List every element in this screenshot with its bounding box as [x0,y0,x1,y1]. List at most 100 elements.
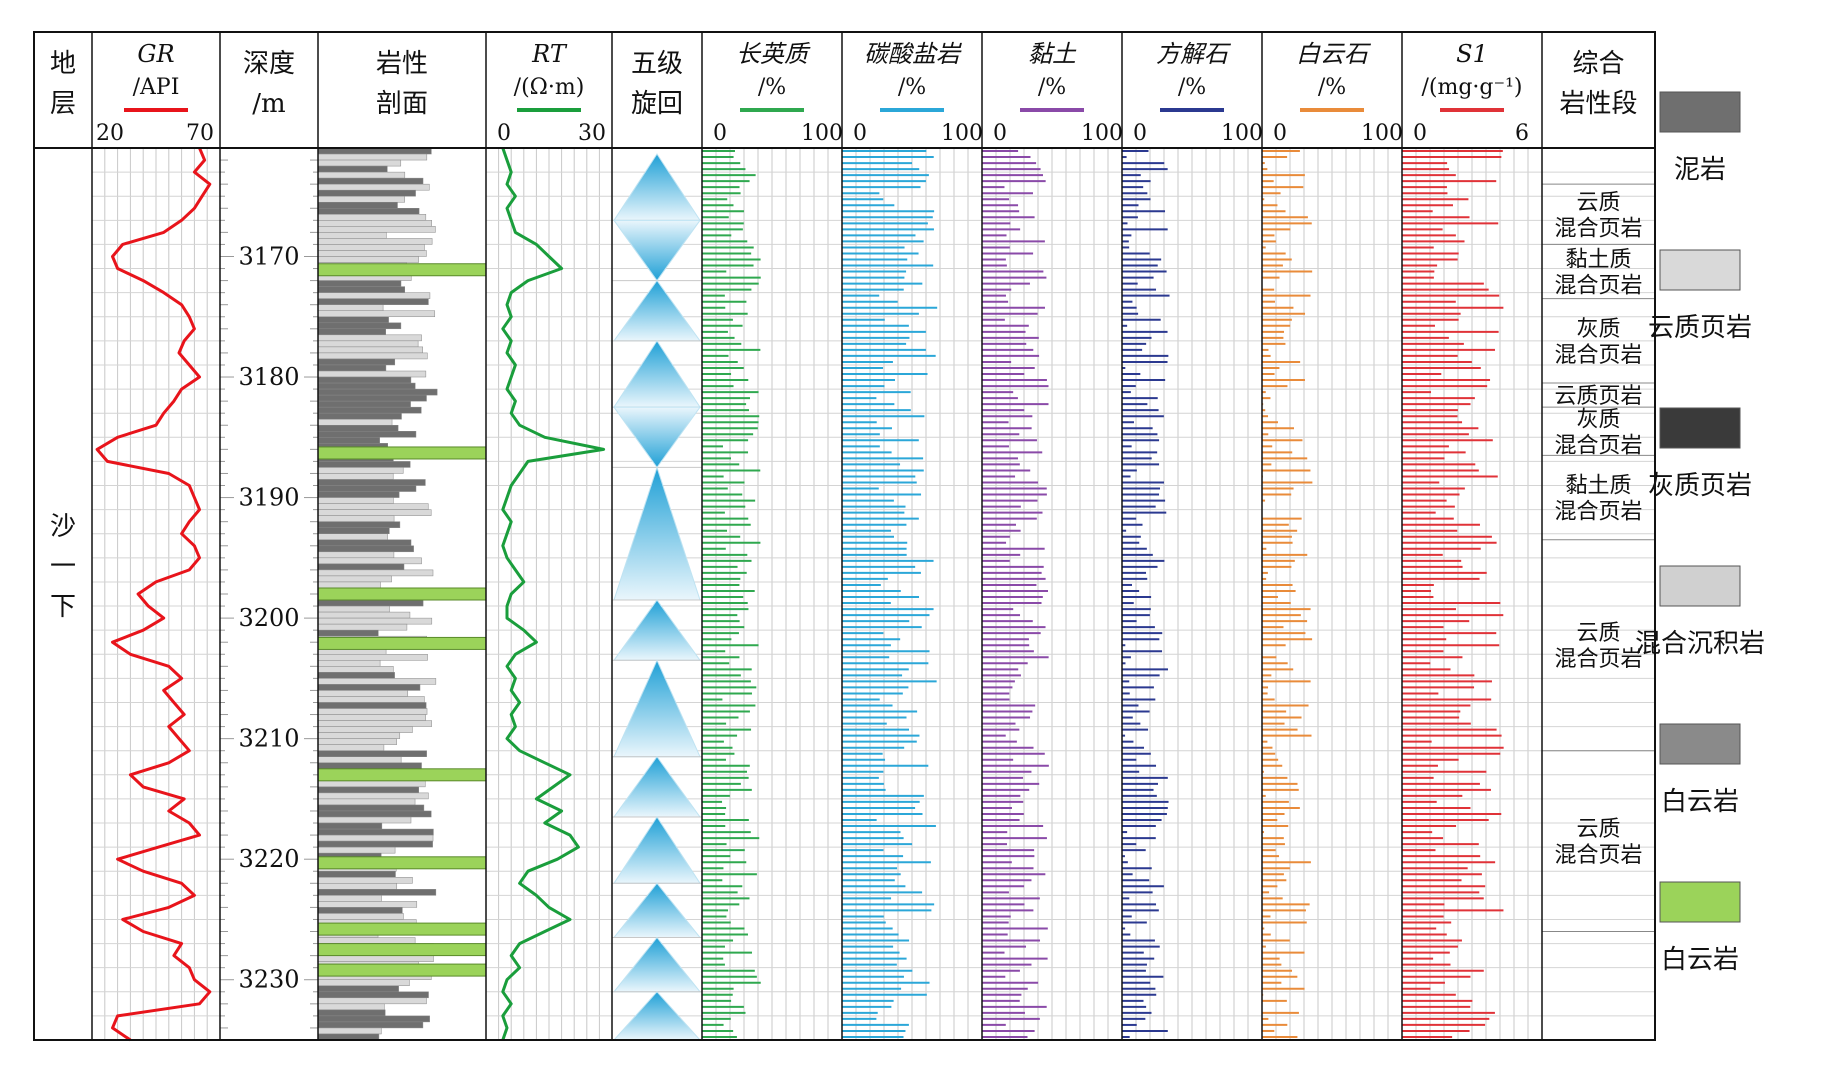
lithology-bed [317,418,393,426]
lithology-bed [317,1015,430,1023]
lithology-bed [317,1027,382,1035]
bar-track-3 [1122,150,1170,1038]
gr-header-max: 70 [186,121,214,146]
lithology-bed [317,382,416,390]
lithology-bed [317,473,394,480]
track-grid [842,147,982,1041]
lithology-bed [317,250,427,257]
lithology-bed [317,810,432,818]
lithology-bed [317,792,429,800]
strata-header-title: 地 [50,49,76,79]
lithology-bed [317,1003,385,1011]
lithology-bed [317,280,402,287]
depth-tick-label: 3220 [238,845,299,873]
lithology-bed [317,334,422,342]
lithology-bed [317,617,433,625]
bar-header-3-unit: /% [1178,75,1206,100]
lithology-bed [317,527,390,534]
lithology-bed [317,605,390,613]
legend-swatch-calcareous-shale [1659,407,1741,449]
lithology-bed [317,189,416,197]
lithology-bed [317,292,431,299]
cycle-triangle [613,755,701,818]
lithology-bed [317,431,417,438]
bar-header-4-title: 白云石 [1296,40,1372,68]
bar-track-4 [1262,150,1313,1038]
lithology-bed [317,310,436,318]
lithology-bed [317,714,426,721]
rt-header-min: 0 [497,121,511,146]
lithology-bed [317,171,406,179]
segment-label: 混合页岩 [1554,216,1642,241]
bar-track-1 [842,150,938,1038]
lithology-bed [317,286,406,293]
segment-label: 混合页岩 [1554,647,1642,672]
cycle-triangle [612,936,702,993]
lithology-bed [317,629,379,637]
bar-header-2-unit: /% [1038,75,1066,100]
track-grid [1122,147,1262,1041]
rt-header-unit: /(Ω·m) [514,75,585,100]
lithology-bed [317,226,436,233]
lithology-bed [317,678,437,685]
lithology-bed [317,437,380,444]
lithology-bed [317,521,401,528]
cycle-triangle [613,816,701,884]
legend-label-calcareous-shale: 灰质页岩 [1648,471,1752,501]
track-grid [1262,147,1402,1041]
segment-label: 云质 [1576,817,1620,842]
lithology-bed [317,581,381,589]
lithology-bed [317,364,387,372]
lithology-bed [317,201,398,209]
rt-header-max: 30 [578,121,606,146]
lithology-bed [317,828,434,836]
bar-header-1-title: 碳酸盐岩 [864,40,962,68]
lithology-bed [317,780,426,788]
lithology-bed [317,985,399,993]
cycle-triangle [613,339,701,408]
lithology-bed [317,696,425,703]
lithology-bed [317,877,413,884]
depth-tick-label: 3180 [238,363,299,391]
lithology-bed [317,400,411,408]
segment-header-unit: 岩性段 [1559,89,1637,119]
lithology-bed [317,551,395,559]
lithology-bed [317,569,434,577]
segment-label: 混合页岩 [1554,843,1642,868]
legend-swatch-mudstone [1659,91,1741,133]
bar-header-1-unit: /% [898,75,926,100]
legend-label-mudstone: 泥岩 [1674,155,1726,185]
lithology-bed [317,467,404,474]
lithology-bed [317,244,425,251]
lithology-bed [317,708,428,715]
depth-tick-label: 3170 [238,242,299,270]
lithology-bed [317,870,396,878]
bar-header-5-min: 0 [1413,121,1427,146]
strata-header-unit: 层 [50,89,76,119]
segment-label: 云质 [1576,621,1620,646]
legend-swatch-dolomite-gray [1659,723,1741,765]
lithology-bed [317,979,410,987]
lithology-bed [317,937,416,944]
bar-header-3-min: 0 [1133,121,1147,146]
segment-label: 混合页岩 [1554,343,1642,368]
lithology-bed [317,804,425,812]
lithology-bed [317,756,402,764]
lithology-bed [317,340,419,348]
lithology-bed [317,738,397,745]
strata-label: 下 [50,592,76,622]
segment-label: 黏土质 [1565,248,1631,273]
strata-label: 沙 [50,512,76,542]
lithology-bed [317,479,426,486]
lithology-bed [317,412,402,420]
track-grid [486,147,612,1041]
lithology-bed [317,901,418,908]
lithology-bed [317,214,427,221]
legend-swatch-mixed-sedimentary [1659,565,1741,607]
depth-tick-label: 3230 [238,966,299,994]
lithology-bed [317,762,422,770]
segment-label: 混合页岩 [1554,500,1642,525]
lithology-bed [317,840,433,848]
lithology-bed [317,232,387,239]
lithology-bed [317,195,405,203]
